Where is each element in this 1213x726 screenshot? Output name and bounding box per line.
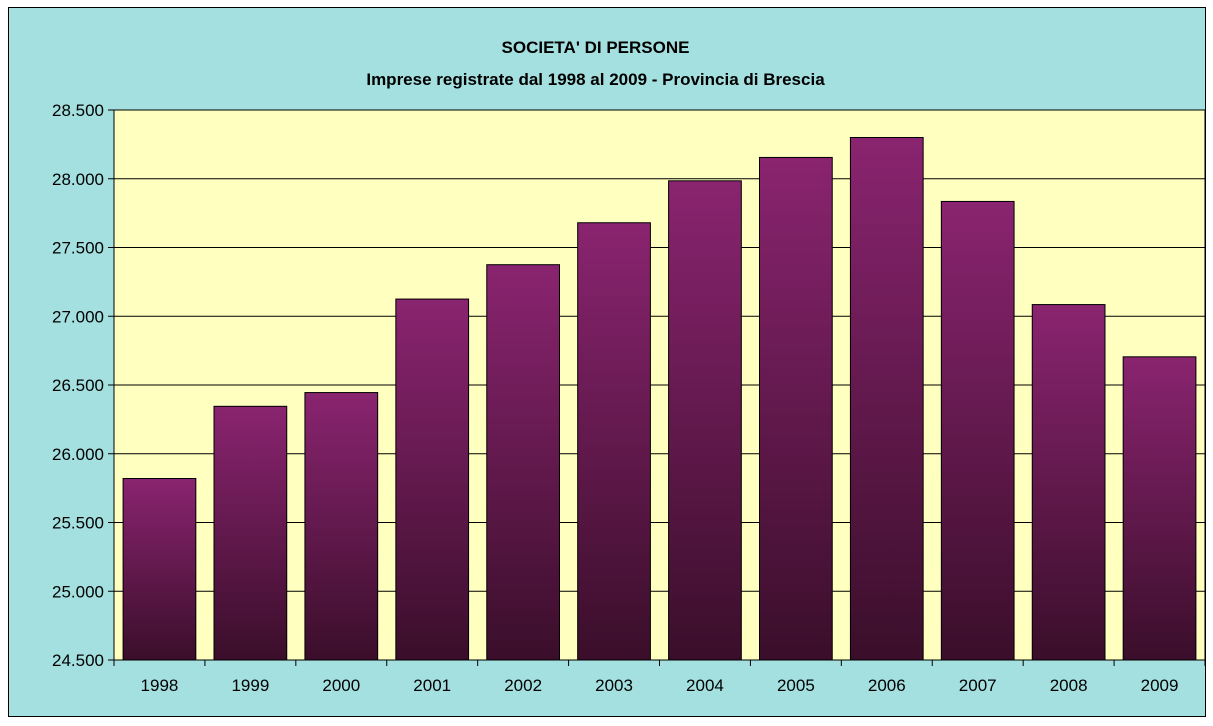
x-tick-label: 2005 bbox=[777, 676, 815, 695]
bar-1998 bbox=[122, 478, 197, 661]
bar-chart: 24.500 25.000 25.500 26.000 26.500 27.000 27.5… bbox=[52, 38, 1205, 695]
x-tick-label: 2008 bbox=[1050, 676, 1088, 695]
bar-2001 bbox=[395, 298, 470, 661]
x-tick-label: 1998 bbox=[141, 676, 179, 695]
y-tick-label: 26.500 bbox=[52, 376, 104, 395]
gridlines bbox=[114, 178, 1205, 592]
bar-2006 bbox=[849, 137, 924, 661]
bar-2008 bbox=[1031, 304, 1106, 661]
chart-subtitle: Imprese registrate dal 1998 al 2009 - Pr… bbox=[366, 70, 825, 89]
bar-2000 bbox=[304, 392, 379, 661]
x-tick-label: 2003 bbox=[595, 676, 633, 695]
bar-2002 bbox=[486, 264, 560, 661]
y-tick-label: 26.000 bbox=[52, 445, 104, 464]
y-tick-label: 28.000 bbox=[52, 170, 104, 189]
y-tick-label: 24.500 bbox=[52, 651, 104, 670]
y-tick-label: 28.500 bbox=[52, 101, 104, 120]
chart-container: 24.500 25.000 25.500 26.000 26.500 27.000 27.5… bbox=[8, 7, 1206, 717]
x-tick-label: 2001 bbox=[413, 676, 451, 695]
bar-1999 bbox=[213, 405, 288, 661]
bar-2004 bbox=[668, 180, 742, 661]
x-tick-label: 2000 bbox=[322, 676, 360, 695]
x-tick-label: 2004 bbox=[686, 676, 724, 695]
y-tick-label: 27.500 bbox=[52, 239, 104, 258]
x-tick-label: 1999 bbox=[231, 676, 269, 695]
chart-title: SOCIETA' DI PERSONE bbox=[502, 38, 690, 57]
y-tick-label: 25.000 bbox=[52, 582, 104, 601]
axes: 24.500 25.000 25.500 26.000 26.500 27.000 27.5… bbox=[52, 101, 1205, 695]
bar-2005 bbox=[759, 156, 833, 661]
bars bbox=[122, 137, 1197, 661]
x-tick-label: 2009 bbox=[1141, 676, 1179, 695]
x-tick-label: 2002 bbox=[504, 676, 542, 695]
x-tick-label: 2006 bbox=[868, 676, 906, 695]
x-tick-label: 2007 bbox=[959, 676, 997, 695]
bar-2007 bbox=[940, 200, 1015, 661]
y-tick-label: 27.000 bbox=[52, 307, 104, 326]
y-tick-label: 25.500 bbox=[52, 514, 104, 533]
bar-2009 bbox=[1122, 356, 1197, 661]
bar-2003 bbox=[577, 222, 651, 661]
